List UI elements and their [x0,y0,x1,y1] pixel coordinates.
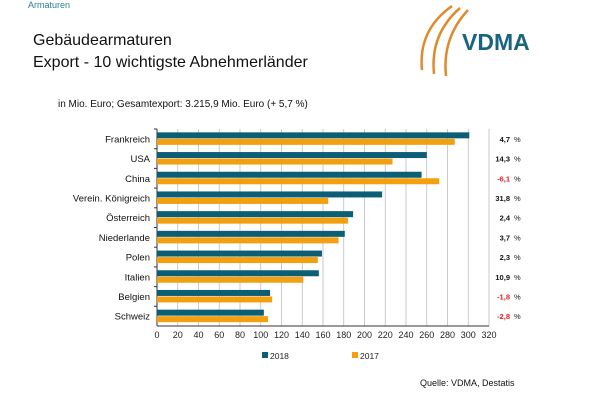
percent-sign: % [514,214,521,223]
bar-2017 [157,276,304,283]
bar-2018 [157,270,319,277]
percent-sign: % [514,253,521,262]
change-label: 4,7 [500,135,510,144]
percent-sign: % [514,155,521,164]
category-label: Italien [125,272,150,283]
bar-2017 [157,158,393,165]
change-label: -1,8 [497,292,510,301]
category-label: Belgien [118,292,150,303]
x-tick-label: 180 [336,330,351,340]
category-label: China [125,174,151,185]
change-label: -6,1 [497,174,510,183]
percent-sign: % [514,292,521,301]
bar-2017 [157,138,455,145]
x-tick-label: 100 [253,330,268,340]
page-subtitle: Export - 10 wichtigste Abnehmerländer [33,54,308,71]
category-label: Polen [126,253,150,264]
x-tick-label: 20 [173,330,183,340]
percent-sign: % [514,233,521,242]
category-label: Niederlande [99,233,150,244]
change-label: 31,8 [495,194,510,203]
bar-2018 [157,289,271,296]
percent-sign: % [514,312,521,321]
x-tick-label: 240 [398,330,413,340]
percent-sign: % [514,174,521,183]
bar-2018 [157,309,264,316]
category-label: Schweiz [115,312,151,323]
bar-2018 [157,171,422,178]
category-label: Frankreich [105,134,150,145]
vdma-logo: VDMA [420,4,530,77]
change-label: 3,7 [500,233,510,242]
x-tick-label: 40 [193,330,203,340]
bar-2018 [157,250,322,257]
bar-2018 [157,211,354,218]
bar-2017 [157,316,269,323]
percent-sign: % [514,273,521,282]
legend-label: 2018 [270,351,289,361]
x-tick-label: 140 [295,330,310,340]
bar-2018 [157,230,345,237]
change-label: 2,4 [500,214,511,223]
change-label: 10,9 [495,273,510,282]
bar-2017 [157,257,318,264]
bar-2017 [157,178,440,185]
percent-sign: % [514,194,521,203]
bar-2017 [157,217,348,224]
bar-2018 [157,191,383,198]
x-tick-label: 280 [440,330,455,340]
legend-swatch [352,352,358,358]
bar-chart: 0 20 40 60 80 100 120 140 160 180 200 220 240 260 280 3… [73,128,521,361]
change-label: 2,3 [500,253,510,262]
x-tick-label: 60 [214,330,224,340]
bar-2017 [157,237,339,244]
bar-2017 [157,296,273,303]
logo-text: VDMA [462,29,530,55]
x-tick-label: 300 [461,330,476,340]
chart-subtitle: in Mio. Euro; Gesamtexport: 3.215,9 Mio.… [58,99,308,110]
x-tick-label: 120 [274,330,289,340]
page-title: Gebäudearmaturen [33,32,172,49]
legend-swatch [262,352,268,358]
x-tick-label: 200 [357,330,372,340]
x-tick-label: 320 [481,330,496,340]
x-tick-label: 0 [154,330,159,340]
bar-2018 [157,152,427,159]
breadcrumb[interactable]: Armaturen [28,0,71,10]
x-tick-label: 220 [378,330,393,340]
category-label: USA [130,154,150,165]
x-tick-label: 160 [315,330,330,340]
x-tick-label: 260 [419,330,434,340]
change-label: 14,3 [495,155,510,164]
source-note: Quelle: VDMA, Destatis [420,378,515,388]
category-label: Verein. Königreich [73,193,150,204]
bar-2017 [157,197,329,204]
bar-2018 [157,132,470,139]
legend-label: 2017 [360,351,379,361]
x-tick-label: 80 [235,330,245,340]
category-label: Österreich [106,213,150,224]
change-label: -2,8 [497,312,510,321]
percent-sign: % [514,135,521,144]
